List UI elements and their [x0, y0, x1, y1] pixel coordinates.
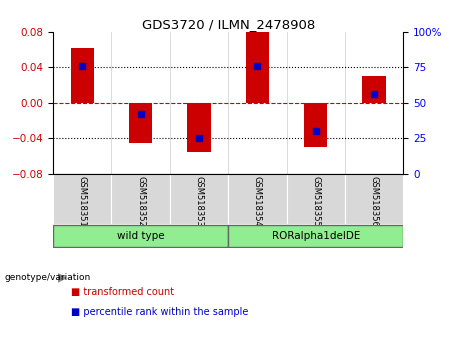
Title: GDS3720 / ILMN_2478908: GDS3720 / ILMN_2478908: [142, 18, 315, 31]
Text: GSM518353: GSM518353: [195, 176, 203, 227]
Text: GSM518352: GSM518352: [136, 176, 145, 227]
Text: GSM518355: GSM518355: [311, 176, 320, 227]
Bar: [129, 103, 152, 143]
Text: GSM518351: GSM518351: [78, 176, 87, 227]
Bar: [304, 103, 327, 147]
Text: GSM518354: GSM518354: [253, 176, 262, 227]
Bar: [287, 174, 345, 224]
Text: wild type: wild type: [117, 231, 165, 241]
Text: RORalpha1delDE: RORalpha1delDE: [272, 231, 360, 241]
Polygon shape: [58, 274, 66, 282]
Bar: [246, 32, 269, 103]
Bar: [170, 174, 228, 224]
Text: genotype/variation: genotype/variation: [5, 273, 91, 282]
Bar: [112, 174, 170, 224]
Text: GSM518356: GSM518356: [370, 176, 378, 227]
Bar: [228, 174, 287, 224]
Bar: [228, 225, 403, 247]
Bar: [53, 225, 228, 247]
Bar: [71, 48, 94, 103]
Bar: [187, 103, 211, 152]
Bar: [345, 174, 403, 224]
Bar: [362, 76, 386, 103]
Text: ■ percentile rank within the sample: ■ percentile rank within the sample: [71, 307, 249, 316]
Bar: [53, 174, 112, 224]
Text: ■ transformed count: ■ transformed count: [71, 287, 175, 297]
